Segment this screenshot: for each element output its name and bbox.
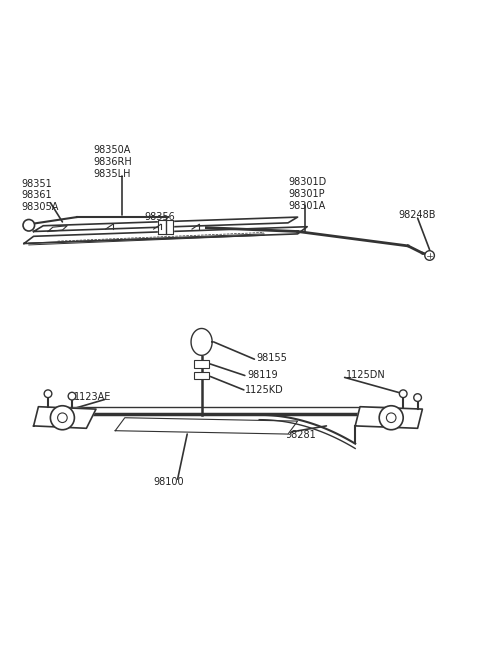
Circle shape — [386, 413, 396, 422]
Text: 98351
98361
98305A: 98351 98361 98305A — [22, 179, 59, 212]
Polygon shape — [34, 217, 298, 231]
Polygon shape — [355, 407, 422, 428]
Circle shape — [379, 405, 403, 430]
Text: 98301D
98301P
98301A: 98301D 98301P 98301A — [288, 178, 326, 211]
Text: 98281: 98281 — [286, 430, 316, 441]
Text: 98100: 98100 — [154, 477, 184, 487]
Text: 98119: 98119 — [247, 369, 278, 379]
Text: 1125DN: 1125DN — [346, 371, 385, 381]
Text: 1123AE: 1123AE — [74, 392, 112, 402]
Circle shape — [44, 390, 52, 398]
Polygon shape — [158, 219, 173, 234]
Polygon shape — [191, 328, 212, 355]
Text: 98350A
9836RH
9835LH: 98350A 9836RH 9835LH — [94, 145, 132, 179]
Text: 98248B: 98248B — [398, 210, 436, 219]
FancyBboxPatch shape — [194, 372, 209, 379]
Circle shape — [58, 413, 67, 422]
Circle shape — [50, 405, 74, 430]
Text: 98155: 98155 — [257, 353, 288, 363]
Circle shape — [68, 392, 76, 400]
Polygon shape — [24, 227, 307, 244]
FancyBboxPatch shape — [194, 360, 209, 368]
Text: 1125KD: 1125KD — [245, 385, 284, 395]
Polygon shape — [115, 418, 298, 434]
Circle shape — [23, 219, 35, 231]
Polygon shape — [34, 407, 96, 428]
Circle shape — [399, 390, 407, 398]
Circle shape — [414, 394, 421, 402]
Text: 98356: 98356 — [144, 212, 175, 222]
Circle shape — [426, 252, 433, 259]
Circle shape — [425, 251, 434, 260]
